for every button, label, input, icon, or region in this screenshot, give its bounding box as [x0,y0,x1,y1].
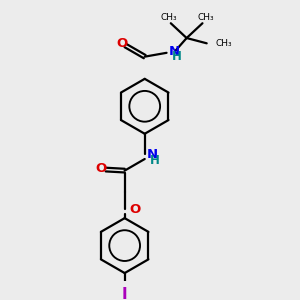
Text: N: N [146,148,158,161]
Text: I: I [122,287,128,300]
Text: O: O [95,162,106,175]
Text: N: N [169,45,180,58]
Text: CH₃: CH₃ [215,39,232,48]
Text: O: O [129,203,140,216]
Text: H: H [150,154,160,166]
Text: H: H [172,50,182,63]
Text: O: O [116,37,128,50]
Text: CH₃: CH₃ [197,14,214,22]
Text: CH₃: CH₃ [160,14,177,22]
